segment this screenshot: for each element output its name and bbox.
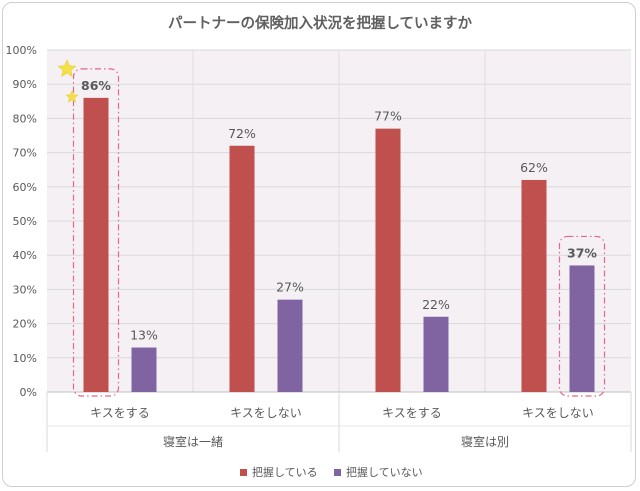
data-label: 37%: [567, 245, 597, 260]
chart-title: パートナーの保険加入状況を把握していますか: [168, 14, 473, 32]
sparkle-star-icon: [57, 59, 77, 77]
bar-aware: [83, 97, 109, 392]
bar-unaware: [569, 265, 595, 392]
bar-aware: [229, 145, 255, 392]
y-tick-label: 70%: [13, 147, 37, 160]
data-label: 22%: [422, 297, 450, 312]
data-label: 27%: [276, 280, 304, 295]
plot-area: 0% 10% 20% 30% 40% 50% 60% 70% 80% 90% 100% 86% 72% 7…: [6, 44, 632, 479]
data-label: 86%: [81, 78, 111, 93]
legend-label: 把握していない: [346, 465, 423, 479]
highlight-box: [558, 235, 606, 397]
bar-aware: [521, 179, 547, 392]
y-tick-label: 80%: [13, 112, 37, 125]
data-label: 13%: [130, 328, 158, 343]
y-tick-label: 100%: [6, 44, 37, 57]
data-label: 72%: [228, 126, 256, 141]
data-label: 77%: [374, 109, 402, 124]
group-label: 寝室は一緒: [163, 434, 223, 449]
data-label: 62%: [520, 160, 548, 175]
highlight-box: [72, 68, 120, 397]
chart-frame: パートナーの保険加入状況を把握していますか 0% 10% 20% 30% 40% 50% 6…: [2, 2, 636, 487]
bar-unaware: [423, 316, 449, 392]
category-label: キスをしない: [522, 406, 594, 420]
category-label: キスをしない: [230, 406, 302, 420]
legend-swatch: [334, 469, 341, 476]
y-tick-label: 50%: [13, 215, 37, 228]
y-tick-label: 40%: [13, 249, 37, 262]
y-tick-label: 90%: [13, 78, 37, 91]
y-tick-label: 20%: [13, 318, 37, 331]
y-tick-label: 10%: [13, 352, 37, 365]
category-label: キスをする: [90, 406, 150, 420]
bar-aware: [375, 128, 401, 392]
bar-unaware: [131, 347, 157, 392]
y-tick-label: 60%: [13, 181, 37, 194]
category-label: キスをする: [382, 406, 442, 420]
bar-unaware: [277, 299, 303, 392]
sparkle-star-icon: [65, 90, 79, 103]
group-label: 寝室は別: [461, 434, 509, 449]
y-tick-label: 30%: [13, 283, 37, 296]
y-tick-label: 0%: [20, 386, 37, 399]
legend-label: 把握している: [252, 465, 318, 479]
chart-svg: パートナーの保険加入状況を把握していますか 0% 10% 20% 30% 40% 50% 6…: [6, 14, 632, 479]
legend-swatch: [240, 469, 247, 476]
